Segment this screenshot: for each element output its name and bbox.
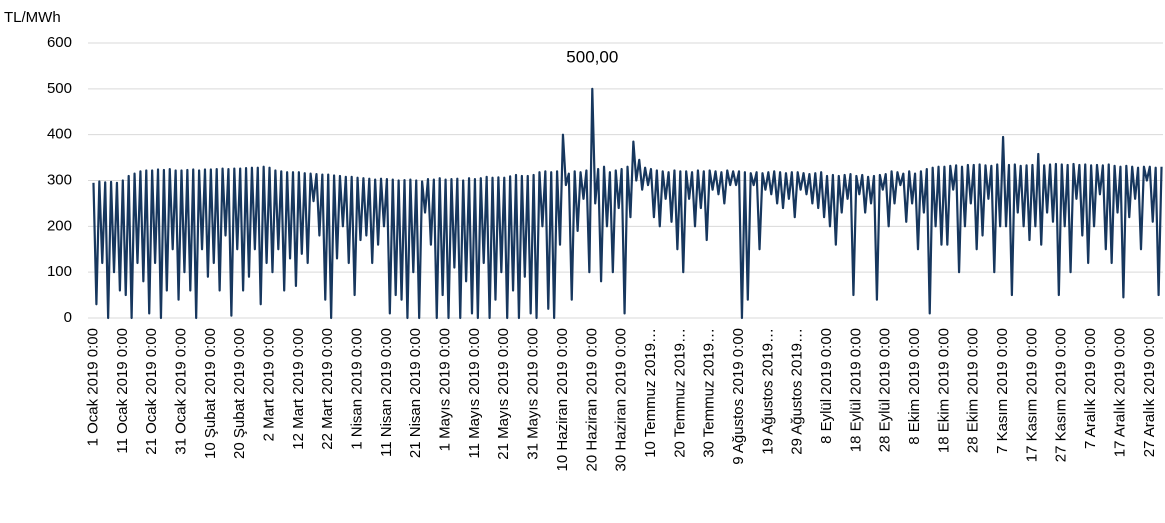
x-tick-label: 19 Ağustos 2019… bbox=[759, 328, 776, 455]
y-tick-label: 100 bbox=[47, 263, 72, 280]
data-label: 500,00 bbox=[566, 47, 618, 66]
x-tick-label: 11 Nisan 2019 0:00 bbox=[378, 328, 395, 457]
x-tick-label: 31 Ocak 2019 0:00 bbox=[172, 328, 189, 455]
x-tick-label: 18 Eylül 2019 0:00 bbox=[847, 328, 864, 452]
x-tick-label: 29 Ağustos 2019… bbox=[789, 328, 806, 455]
x-tick-label: 30 Haziran 2019 0:00 bbox=[613, 328, 630, 471]
price-line bbox=[92, 87, 1163, 320]
x-tick-label: 20 Şubat 2019 0:00 bbox=[231, 328, 248, 459]
x-tick-label: 10 Haziran 2019 0:00 bbox=[554, 328, 571, 471]
x-tick-label: 1 Mayıs 2019 0:00 bbox=[437, 328, 454, 451]
x-tick-label: 10 Temmuz 2019… bbox=[642, 328, 659, 458]
x-tick-label: 31 Mayıs 2019 0:00 bbox=[525, 328, 542, 460]
y-tick-label: 300 bbox=[47, 171, 72, 188]
x-tick-label: 30 Temmuz 2019… bbox=[701, 328, 718, 458]
x-tick-label: 2 Mart 2019 0:00 bbox=[260, 328, 277, 441]
x-tick-label: 11 Ocak 2019 0:00 bbox=[114, 328, 131, 454]
y-axis-label: TL/MWh bbox=[4, 9, 61, 26]
x-tick-label: 10 Şubat 2019 0:00 bbox=[202, 328, 219, 459]
x-tick-label: 21 Ocak 2019 0:00 bbox=[143, 328, 160, 455]
x-tick-label: 8 Eylül 2019 0:00 bbox=[818, 328, 835, 444]
x-tick-label: 7 Kasım 2019 0:00 bbox=[994, 328, 1011, 454]
x-tick-label: 21 Mayıs 2019 0:00 bbox=[495, 328, 512, 460]
x-tick-label: 28 Ekim 2019 0:00 bbox=[965, 328, 982, 453]
x-tick-label: 20 Haziran 2019 0:00 bbox=[583, 328, 600, 471]
x-tick-label: 9 Ağustos 2019 0:00 bbox=[730, 328, 747, 465]
x-tick-label: 1 Nisan 2019 0:00 bbox=[349, 328, 366, 450]
x-tick-label: 27 Aralık 2019 0:00 bbox=[1141, 328, 1158, 457]
x-tick-label: 1 Ocak 2019 0:00 bbox=[84, 328, 101, 446]
y-tick-label: 200 bbox=[47, 217, 72, 234]
x-tick-label: 17 Kasım 2019 0:00 bbox=[1023, 328, 1040, 462]
y-tick-label: 500 bbox=[47, 80, 72, 97]
x-tick-label: 8 Ekim 2019 0:00 bbox=[906, 328, 923, 445]
x-tick-label: 22 Mart 2019 0:00 bbox=[319, 328, 336, 450]
x-tick-label: 18 Ekim 2019 0:00 bbox=[935, 328, 952, 453]
y-tick-label: 600 bbox=[47, 34, 72, 51]
x-tick-label: 28 Eylül 2019 0:00 bbox=[877, 328, 894, 452]
y-tick-label: 400 bbox=[47, 126, 72, 143]
x-tick-label: 12 Mart 2019 0:00 bbox=[290, 328, 307, 450]
y-tick-label: 0 bbox=[64, 309, 72, 326]
x-tick-label: 27 Kasım 2019 0:00 bbox=[1053, 328, 1070, 462]
x-tick-label: 21 Nisan 2019 0:00 bbox=[407, 328, 424, 458]
x-tick-label: 11 Mayıs 2019 0:00 bbox=[466, 328, 483, 459]
x-tick-label: 17 Aralık 2019 0:00 bbox=[1111, 328, 1128, 457]
x-tick-label: 7 Aralık 2019 0:00 bbox=[1082, 328, 1099, 449]
x-tick-label: 20 Temmuz 2019… bbox=[671, 328, 688, 458]
